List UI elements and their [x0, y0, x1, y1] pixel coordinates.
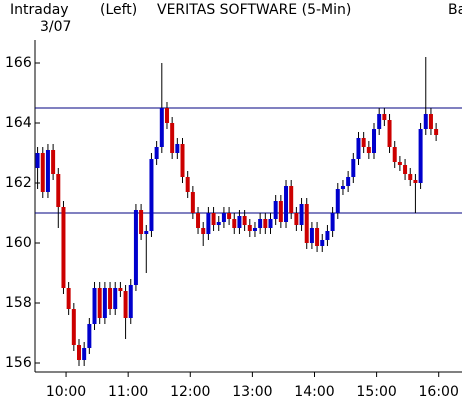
- candle-body: [377, 114, 382, 129]
- candle-body: [133, 210, 138, 285]
- candle-body: [164, 108, 169, 123]
- candle-body: [299, 204, 304, 225]
- candle-body: [190, 192, 195, 213]
- candle-body: [366, 147, 371, 153]
- x-tick-label: 14:00: [294, 384, 334, 400]
- candle-body: [97, 288, 102, 318]
- candle-body: [71, 309, 76, 345]
- candle-body: [180, 144, 185, 177]
- candle-body: [216, 222, 221, 225]
- header-extra: Ba: [448, 2, 462, 18]
- candle-body: [185, 177, 190, 192]
- candle-body: [278, 201, 283, 222]
- x-tick-label: 16:00: [419, 384, 459, 400]
- candle-body: [330, 213, 335, 231]
- candle-body: [361, 138, 366, 147]
- candle-body: [40, 153, 45, 192]
- y-tick-label: 166: [5, 55, 32, 71]
- candle-body: [413, 180, 418, 183]
- candle-body: [56, 174, 61, 207]
- candle-body: [196, 213, 201, 228]
- candle-body: [242, 216, 247, 225]
- candle-body: [304, 204, 309, 243]
- candle-body: [268, 219, 273, 228]
- y-tick-label: 164: [5, 115, 32, 131]
- candle-body: [351, 159, 356, 177]
- candle-body: [320, 240, 325, 246]
- candle-body: [82, 348, 87, 360]
- y-tick-label: 158: [5, 295, 32, 311]
- candle-body: [118, 288, 123, 291]
- candle-body: [294, 213, 299, 225]
- candle-body: [108, 288, 113, 309]
- candle-body: [335, 189, 340, 213]
- candle-body: [325, 231, 330, 240]
- candle-body: [144, 231, 149, 234]
- y-tick-label: 162: [5, 175, 32, 191]
- candle-body: [61, 207, 66, 288]
- candle-body: [221, 213, 226, 222]
- candle-body: [128, 285, 133, 318]
- candle-body: [66, 288, 71, 309]
- candle-body: [247, 225, 252, 231]
- candle-body: [356, 138, 361, 159]
- candle-body: [397, 162, 402, 165]
- candle-body: [284, 186, 289, 222]
- x-tick-label: 12:00: [170, 384, 210, 400]
- candle-body: [309, 228, 314, 243]
- candle-body: [102, 288, 107, 318]
- candle-body: [403, 165, 408, 174]
- header-title: VERITAS SOFTWARE (5-Min): [157, 2, 351, 18]
- candle-body: [382, 114, 387, 120]
- candle-body: [237, 216, 242, 228]
- candle-body: [211, 213, 216, 225]
- candle-body: [227, 213, 232, 219]
- candle-body: [76, 345, 81, 360]
- candle-body: [289, 186, 294, 213]
- candle-body: [428, 114, 433, 129]
- candle-body: [170, 123, 175, 153]
- candle-body: [123, 291, 128, 318]
- candle-body: [92, 288, 97, 324]
- candle-body: [418, 129, 423, 183]
- candle-body: [51, 150, 56, 174]
- x-tick-label: 11:00: [108, 384, 148, 400]
- candle-body: [139, 210, 144, 234]
- candle-body: [346, 177, 351, 186]
- candle-body: [392, 147, 397, 162]
- candle-body: [263, 219, 268, 228]
- candle-body: [372, 129, 377, 153]
- x-tick-label: 10:00: [46, 384, 86, 400]
- candle-body: [423, 114, 428, 129]
- x-tick-label: 13:00: [232, 384, 272, 400]
- header-label: Intraday: [10, 2, 69, 18]
- candle-body: [252, 228, 257, 231]
- candle-body: [35, 153, 40, 168]
- candle-body: [175, 144, 180, 153]
- candle-body: [113, 288, 118, 309]
- candle-body: [206, 213, 211, 234]
- candle-body: [434, 129, 439, 135]
- candle-body: [159, 108, 164, 147]
- candle-body: [408, 174, 413, 180]
- candle-body: [87, 324, 92, 348]
- candle-body: [340, 186, 345, 189]
- candle-body: [273, 201, 278, 219]
- candle-body: [201, 228, 206, 234]
- y-tick-label: 156: [5, 355, 32, 371]
- x-tick-label: 15:00: [356, 384, 396, 400]
- candle-body: [258, 219, 263, 228]
- candle-body: [149, 159, 154, 231]
- y-tick-label: 160: [5, 235, 32, 251]
- candle-body: [154, 147, 159, 159]
- candle-body: [315, 228, 320, 246]
- candle-body: [387, 120, 392, 147]
- candle-body: [45, 150, 50, 192]
- header-date: 3/07: [40, 19, 71, 35]
- candle-body: [232, 219, 237, 228]
- header-side: (Left): [100, 2, 137, 18]
